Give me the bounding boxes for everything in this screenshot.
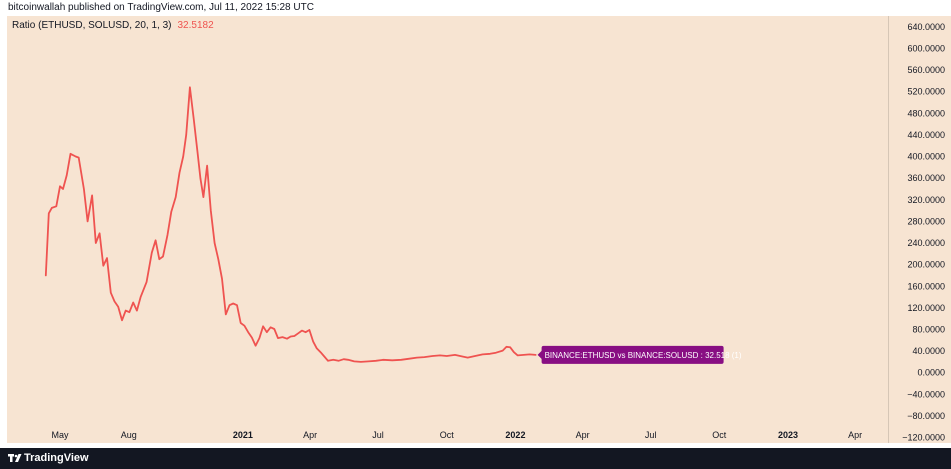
x-tick-label: Apr	[576, 430, 590, 440]
y-tick-label: 80.0000	[912, 324, 945, 334]
y-tick-label: −120.0000	[902, 433, 945, 443]
x-tick-label: 2023	[778, 430, 798, 440]
legend-value: 32.5182	[177, 20, 214, 31]
y-tick-label: 600.0000	[907, 43, 945, 53]
y-tick-label: 640.0000	[907, 22, 945, 32]
last-value-label-bg	[541, 345, 724, 364]
plot-area[interactable]	[7, 16, 888, 443]
y-tick-label: 120.0000	[907, 303, 945, 313]
x-tick-label: Oct	[440, 430, 455, 440]
y-tick-label: 160.0000	[907, 281, 945, 291]
last-value-label: BINANCE:ETHUSD vs BINANCE:SOLUSD : 32.51…	[545, 351, 742, 360]
y-tick-label: 360.0000	[907, 173, 945, 183]
indicator-legend[interactable]: Ratio (ETHUSD, SOLUSD, 20, 1, 3) 32.5182	[12, 20, 214, 31]
y-tick-label: 0.0000	[917, 368, 945, 378]
x-tick-label: Jul	[645, 430, 657, 440]
y-tick-label: 480.0000	[907, 108, 945, 118]
x-tick-label: Jul	[372, 430, 384, 440]
y-tick-label: 560.0000	[907, 65, 945, 75]
footer-brand[interactable]: TradingView	[24, 452, 89, 464]
y-tick-label: 280.0000	[907, 216, 945, 226]
publisher-bar: bitcoinwallah published on TradingView.c…	[0, 0, 951, 16]
x-tick-label: 2021	[233, 430, 253, 440]
x-tick-label: Apr	[848, 430, 862, 440]
y-tick-label: 200.0000	[907, 260, 945, 270]
x-axis-ticks: May Aug 2021 Apr Jul Oct 2022 Apr Jul Oct 2023 Apr	[52, 430, 863, 440]
y-tick-label: 520.0000	[907, 87, 945, 97]
chart-svg: 640.0000 600.0000 560.0000 520.0000 480.0000…	[44, 22, 945, 443]
footer-bar: TradingView	[0, 448, 951, 469]
y-tick-label: 40.0000	[912, 346, 945, 356]
x-tick-label: May	[52, 430, 70, 440]
last-value-label-pointer	[537, 349, 543, 360]
x-tick-label: Aug	[121, 430, 137, 440]
last-value-label-group: BINANCE:ETHUSD vs BINANCE:SOLUSD : 32.51…	[537, 345, 742, 364]
x-tick-label: 2022	[505, 430, 525, 440]
tradingview-logo-icon[interactable]	[8, 453, 22, 463]
x-tick-label: Apr	[303, 430, 317, 440]
price-axis[interactable]	[888, 16, 951, 443]
legend-label: Ratio (ETHUSD, SOLUSD, 20, 1, 3)	[12, 20, 172, 31]
y-tick-label: 240.0000	[907, 238, 945, 248]
y-tick-label: 400.0000	[907, 152, 945, 162]
y-tick-label: −40.0000	[907, 389, 945, 399]
publisher-text: bitcoinwallah published on TradingView.c…	[8, 2, 314, 13]
x-tick-label: Oct	[712, 430, 727, 440]
y-tick-label: −80.0000	[907, 411, 945, 421]
y-axis-ticks: 640.0000 600.0000 560.0000 520.0000 480.0000…	[902, 22, 945, 443]
y-tick-label: 440.0000	[907, 130, 945, 140]
y-tick-label: 320.0000	[907, 195, 945, 205]
ratio-series-line	[44, 86, 537, 363]
